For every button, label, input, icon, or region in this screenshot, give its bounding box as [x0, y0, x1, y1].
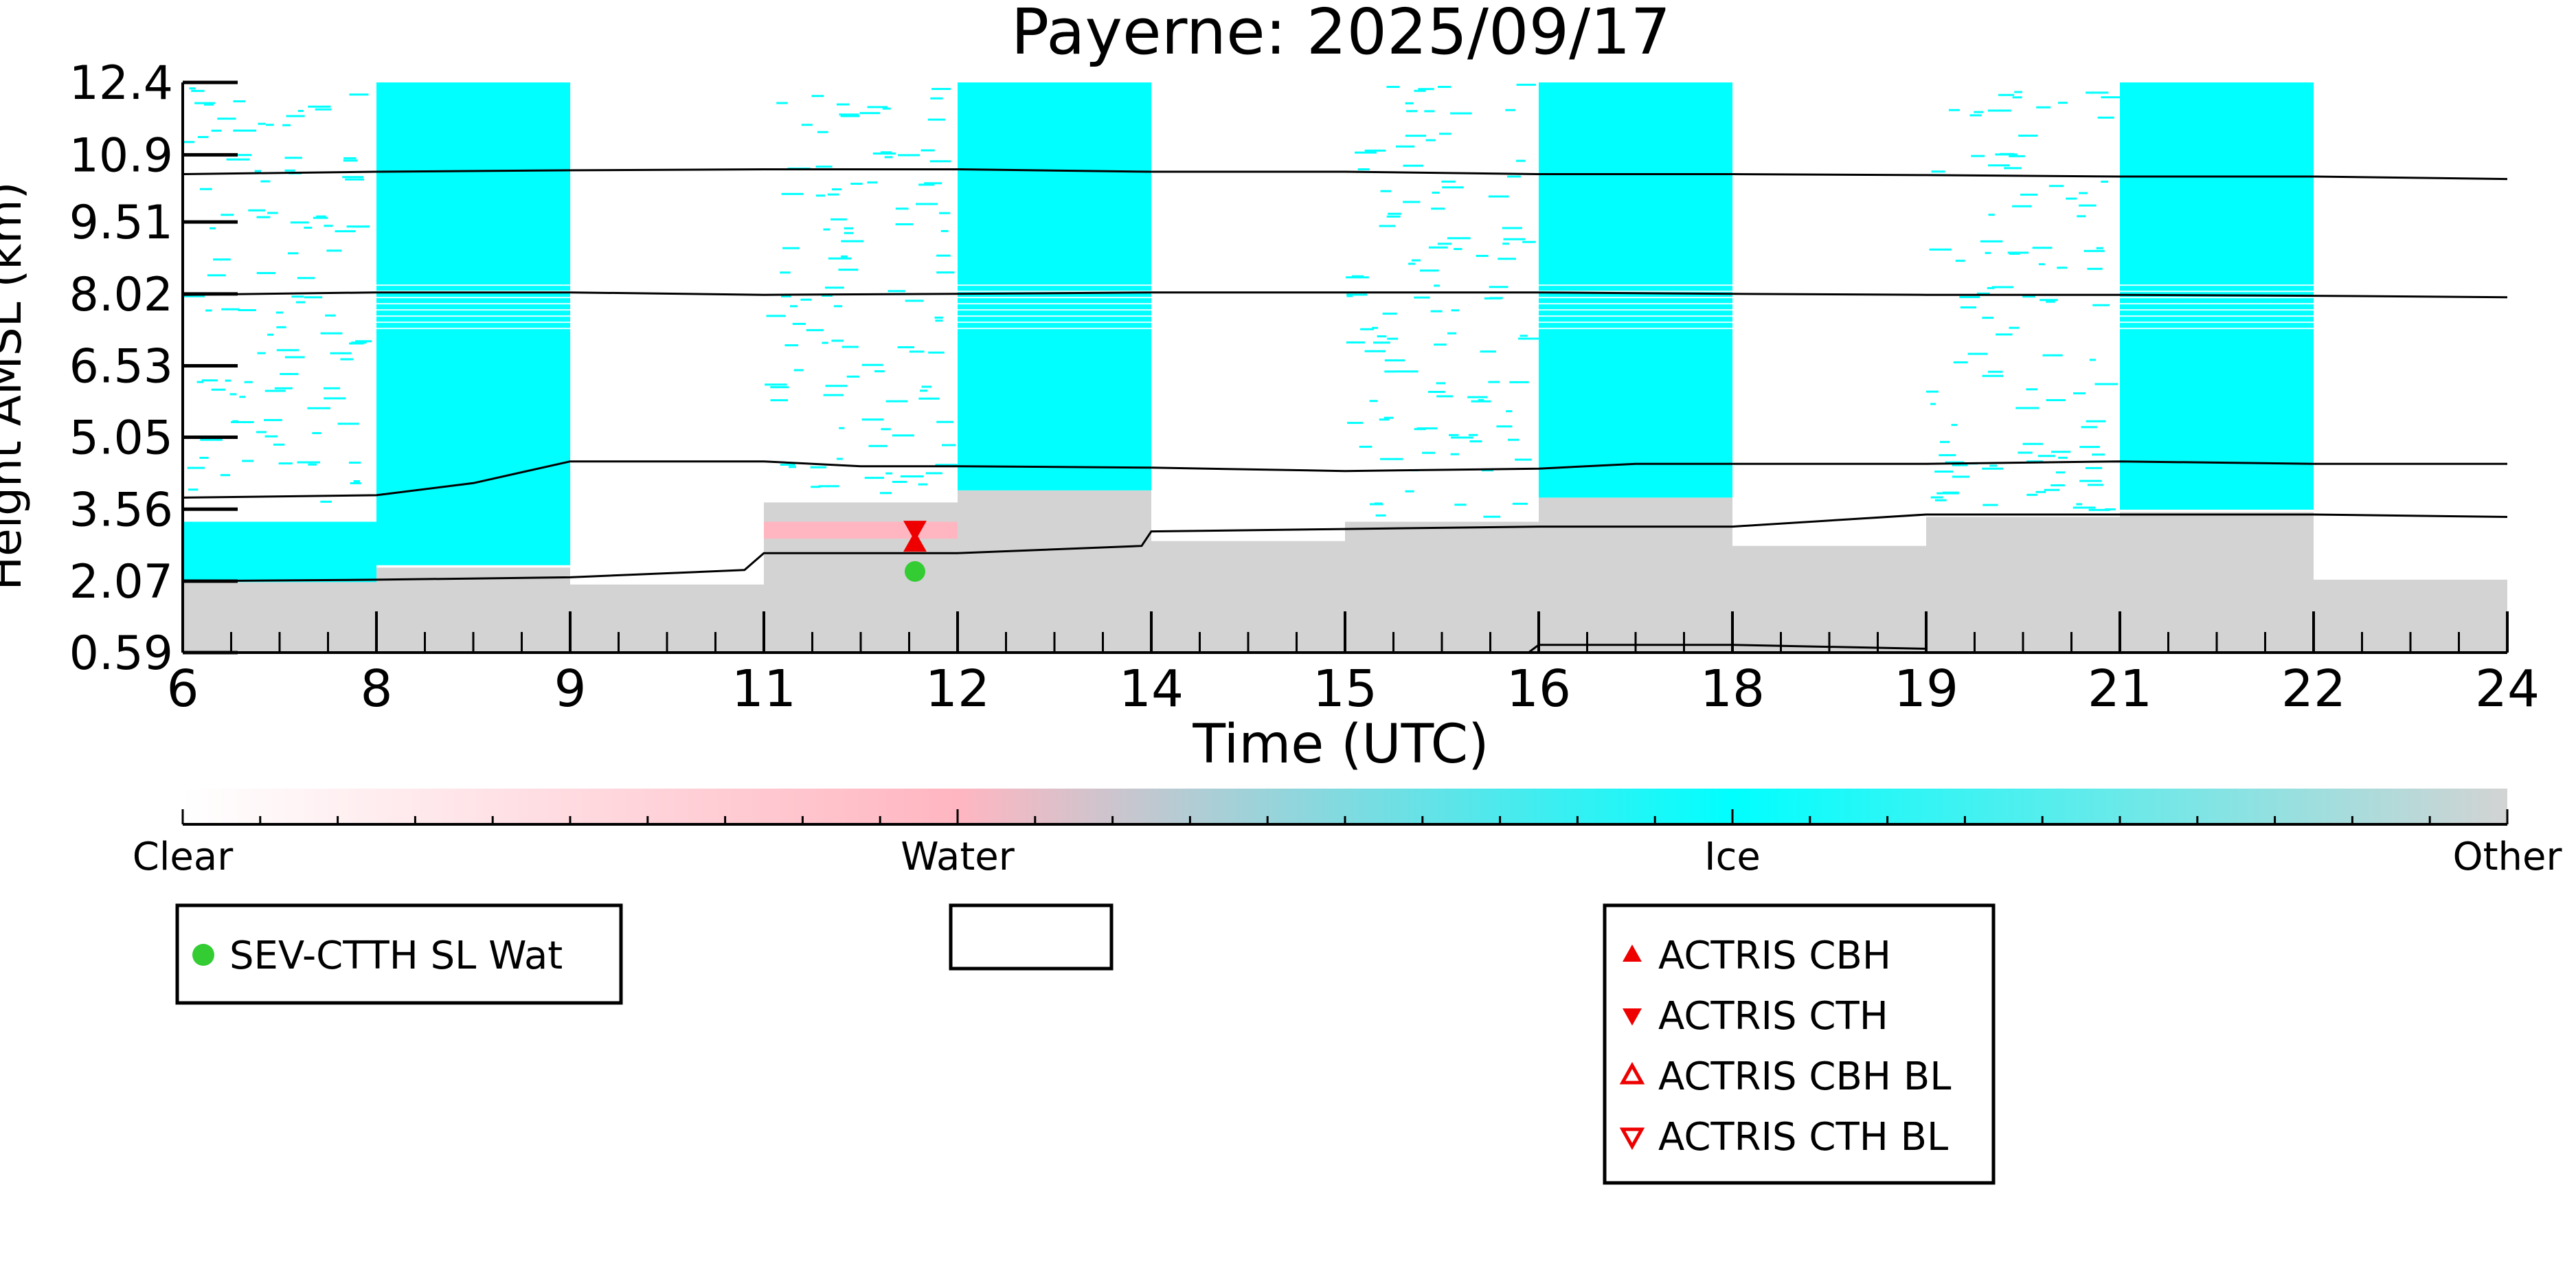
colorbar-label: Ice — [1704, 835, 1761, 879]
x-tick-label: 8 — [360, 659, 392, 719]
x-tick-label: 9 — [554, 659, 586, 719]
legend-label: ACTRIS CTH BL — [1658, 1115, 1948, 1160]
x-tick-label: 19 — [1894, 659, 1958, 719]
y-tick-label: 2.07 — [69, 555, 173, 609]
time-block — [2120, 82, 2314, 653]
legend-box-left — [175, 903, 623, 1005]
other-region — [1539, 497, 1732, 653]
time-block — [183, 87, 376, 653]
ice-region — [1539, 82, 1732, 498]
legend-label: ACTRIS CTH — [1658, 994, 1888, 1039]
y-tick-label: 3.56 — [69, 483, 173, 537]
height-line — [183, 291, 2507, 299]
legend-label: SEV-CTTH SL Wat — [229, 934, 563, 978]
legend-box-right — [1603, 903, 1996, 1185]
other-region — [958, 490, 1151, 653]
legend-box-empty — [949, 903, 1114, 971]
height-line — [183, 168, 2507, 181]
actris-cbh-marker — [903, 531, 927, 552]
x-tick-label: 22 — [2281, 659, 2346, 719]
plot-data — [183, 82, 2507, 653]
y-tick-label: 10.9 — [69, 128, 173, 183]
colorbar: Clear Water Ice Other — [133, 789, 2562, 879]
time-block — [376, 82, 570, 653]
plot-area: 6 8 9 11 12 14 15 16 18 19 21 22 24 0.59 2.07 3.56 5.05 6… — [69, 56, 2540, 719]
legend-triangle-marker — [1623, 1008, 1642, 1026]
other-region — [2120, 512, 2314, 653]
height-line — [183, 460, 2507, 499]
ice-scatter — [1926, 91, 2120, 516]
chart-title: Payerne: 2025/09/17 — [1011, 0, 1671, 69]
x-tick-label: 21 — [2088, 659, 2152, 719]
other-region — [1345, 521, 1539, 653]
x-tick-label: 15 — [1313, 659, 1377, 719]
sev-ctth-marker — [904, 561, 925, 582]
colorbar-label: Other — [2452, 835, 2562, 879]
x-tick-label: 11 — [732, 659, 796, 719]
height-line — [183, 513, 2507, 583]
y-axis-label: Height AMSL (km) — [0, 182, 32, 591]
y-tick-label: 5.05 — [69, 411, 173, 466]
legend-label: ACTRIS CBH — [1658, 934, 1891, 978]
time-block — [958, 82, 1151, 653]
colorbar-label: Clear — [133, 835, 234, 879]
ice-region — [958, 82, 1151, 490]
time-block — [1345, 83, 1541, 653]
y-tick-label: 8.02 — [69, 268, 173, 322]
y-tick-label: 0.59 — [69, 626, 173, 681]
time-block — [764, 88, 958, 653]
x-tick-label: 16 — [1506, 659, 1571, 719]
x-axis-label: Time (UTC) — [1192, 714, 1489, 776]
y-tick-label: 12.4 — [69, 56, 173, 111]
other-region — [1926, 517, 2120, 653]
ice-scatter — [765, 88, 958, 495]
legend-triangle-marker — [1619, 1061, 1645, 1085]
y-tick-label: 6.53 — [69, 340, 173, 394]
x-tick-label: 12 — [925, 659, 990, 719]
x-tick-label: 6 — [166, 659, 199, 719]
ice-scatter — [183, 87, 372, 503]
colorbar-label: Water — [901, 835, 1015, 879]
actris-cth-marker — [903, 521, 927, 542]
y-tick-label: 9.51 — [69, 196, 173, 250]
ice-region — [376, 82, 570, 565]
x-tick-label: 14 — [1119, 659, 1184, 719]
x-tick-label: 24 — [2475, 659, 2540, 719]
legend-triangle-marker — [1619, 1127, 1645, 1151]
water-region — [764, 521, 958, 539]
x-tick-label: 18 — [1700, 659, 1765, 719]
ice-scatter — [1346, 83, 1541, 518]
legend-circle-marker — [192, 944, 214, 966]
ice-region — [183, 521, 376, 583]
time-block — [1926, 91, 2120, 653]
legend-triangle-marker — [1623, 945, 1642, 962]
legends: SEV-CTTH SL Wat ACTRIS CBH ACTRIS CTH ACTRI… — [175, 903, 1996, 1185]
time-block — [1539, 82, 1732, 653]
legend-label: ACTRIS CBH BL — [1658, 1054, 1951, 1099]
